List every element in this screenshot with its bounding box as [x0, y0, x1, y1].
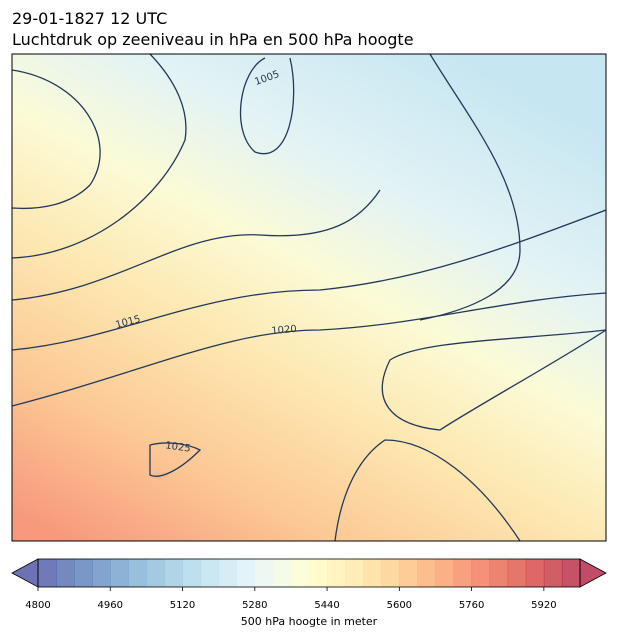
colorbar-segment — [56, 559, 75, 587]
colorbar-tick-label: 5760 — [459, 600, 484, 611]
colorbar-segment — [525, 559, 545, 587]
colorbar-tick-label: 5440 — [314, 600, 339, 611]
subtitle: Luchtdruk op zeeniveau in hPa en 500 hPa… — [12, 30, 414, 49]
colorbar-segment — [561, 559, 581, 587]
colorbar-tick-label: 4960 — [98, 600, 123, 611]
colorbar-label: 500 hPa hoogte in meter — [241, 615, 378, 628]
colorbar-tick-label: 5280 — [242, 600, 267, 611]
title: 29-01-1827 12 UTC — [12, 9, 167, 28]
colorbar-segment — [489, 559, 509, 587]
colorbar-extend-low — [11, 558, 39, 588]
isobar — [12, 69, 101, 210]
colorbar-tick-label: 5920 — [531, 600, 556, 611]
colorbar-segment — [507, 559, 527, 587]
colorbar-segment — [363, 559, 382, 587]
colorbar-tick-label: 5120 — [170, 600, 195, 611]
colorbar-segment — [435, 559, 455, 587]
colorbar-segment — [182, 559, 202, 587]
isobar — [419, 54, 521, 321]
colorbar-tick-label: 5600 — [387, 600, 412, 611]
colorbar-segment — [254, 559, 274, 587]
isobar — [12, 54, 187, 259]
colorbar-tick-label: 4800 — [25, 600, 50, 611]
colorbar-segment — [290, 559, 310, 587]
colorbar-segment — [200, 559, 220, 587]
colorbar-segment — [381, 559, 400, 587]
colorbar-segment — [164, 559, 184, 587]
isobar — [381, 329, 606, 431]
colorbar-segment — [309, 559, 328, 587]
colorbar-segment — [417, 559, 436, 587]
colorbar-segment — [453, 559, 473, 587]
colorbar-segment — [92, 559, 111, 587]
colorbar-frame — [37, 558, 581, 588]
colorbar-segment — [345, 559, 364, 587]
isobar — [149, 442, 202, 477]
isobar — [12, 189, 381, 301]
colorbar-segment — [471, 559, 491, 587]
colorbar-extend-high — [579, 558, 607, 588]
isobar-label: 1025 — [165, 440, 192, 454]
colorbar-segment — [327, 559, 346, 587]
colorbar-segment — [128, 559, 147, 587]
isobar — [239, 57, 295, 155]
map-frame — [11, 53, 607, 542]
height-field — [12, 54, 606, 541]
colorbar-segment — [543, 559, 563, 587]
colorbar: 4800 4960 5120 5280 5440 5600 5760 5920 — [11, 558, 607, 611]
colorbar-segment — [74, 559, 93, 587]
colorbar-segment — [272, 559, 292, 587]
isobar — [12, 209, 606, 351]
colorbar-segment — [399, 559, 418, 587]
colorbar-segment — [218, 559, 238, 587]
colorbar-segment — [38, 559, 57, 587]
isobar — [12, 292, 606, 407]
map — [12, 54, 606, 541]
isobar — [334, 439, 521, 541]
colorbar-segment — [146, 559, 165, 587]
isobar-label: 1020 — [271, 324, 297, 337]
colorbar-segment — [236, 559, 256, 587]
colorbar-segment — [110, 559, 129, 587]
